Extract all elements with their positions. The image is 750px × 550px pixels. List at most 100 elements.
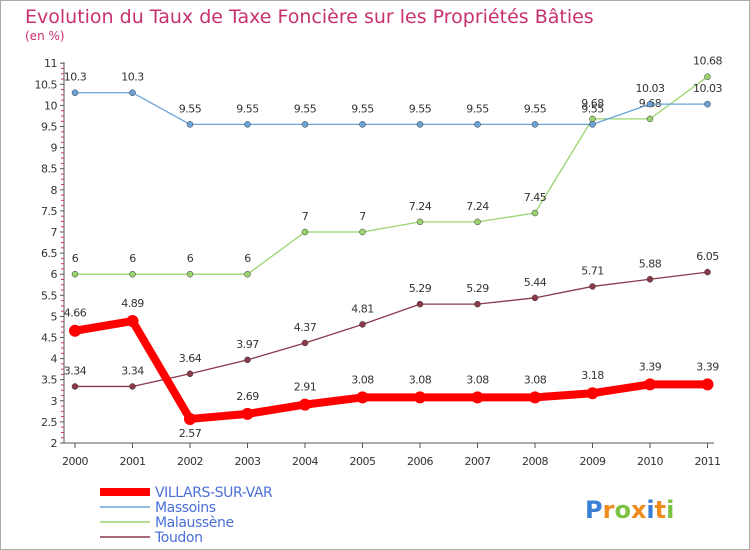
data-label: 7.45 <box>524 191 547 204</box>
legend-label: Malaussène <box>155 515 234 531</box>
data-label: 3.34 <box>121 364 144 377</box>
y-axis-ticks: 2 2.5 3 3.5 4 4.5 5 5.5 6 6.5 7 7.5 8 8.5 9 9.5 10 10.5 11 <box>35 57 64 450</box>
data-label: 3.08 <box>409 373 432 386</box>
series-line <box>74 92 709 126</box>
legend-label: VILLARS-SUR-VAR <box>155 485 273 501</box>
data-label: 9.55 <box>409 102 432 115</box>
data-label: 5.88 <box>639 257 662 270</box>
data-point <box>299 398 311 411</box>
data-point <box>359 228 366 236</box>
x-axis-ticks: 2000 2001 2002 2003 2004 2005 2006 2007 2008 2009… <box>62 443 721 468</box>
y-tick-label: 6.5 <box>41 247 57 260</box>
data-point <box>474 218 481 226</box>
data-label: 5.29 <box>466 282 489 295</box>
legend-label: Toudon <box>154 530 203 546</box>
y-tick-label: 9.5 <box>41 121 57 134</box>
y-tick-label: 6 <box>51 268 58 281</box>
data-label: 9.55 <box>466 102 489 115</box>
data-point <box>359 321 366 328</box>
y-tick-label: 5.5 <box>41 289 57 302</box>
data-label: 7 <box>359 210 366 223</box>
y-tick-label: 8 <box>51 184 58 197</box>
data-point <box>69 324 81 337</box>
data-point <box>359 121 366 128</box>
legend-item: VILLARS-SUR-VAR <box>100 485 273 501</box>
data-label: 10.3 <box>121 71 144 84</box>
data-point <box>186 270 194 278</box>
data-point <box>704 100 711 108</box>
data-point <box>529 391 541 404</box>
x-tick-label: 2010 <box>637 455 663 468</box>
data-point <box>241 407 254 420</box>
data-label: 7 <box>302 210 309 223</box>
data-point <box>71 270 79 278</box>
data-label: 2.69 <box>236 390 259 403</box>
legend-item: Massoins <box>100 500 216 516</box>
x-tick-label: 2000 <box>62 455 88 468</box>
y-tick-label: 3 <box>51 395 58 408</box>
logo-letter: i <box>646 496 654 524</box>
data-point <box>186 121 194 128</box>
data-point <box>129 383 136 390</box>
y-tick-label: 10.5 <box>35 78 58 91</box>
data-point <box>531 209 539 217</box>
data-point <box>301 228 309 236</box>
data-point <box>129 89 136 96</box>
x-tick-label: 2008 <box>522 455 548 468</box>
x-tick-label: 2003 <box>235 455 261 468</box>
logo-letter: r <box>603 496 615 524</box>
data-label: 3.18 <box>581 369 604 382</box>
data-label: 5.44 <box>524 276 547 289</box>
data-point <box>301 339 309 347</box>
data-point <box>646 276 654 283</box>
data-point <box>471 391 484 404</box>
series-layer: 3.34 3.34 3.64 3.97 4.37 4.81 5.29 5.29 5.44 5.71… <box>64 55 723 440</box>
data-label: 9.55 <box>236 102 259 115</box>
data-point <box>589 121 596 128</box>
data-label: 3.97 <box>236 338 259 351</box>
data-point <box>71 89 79 96</box>
data-label: 3.64 <box>179 352 202 365</box>
data-point <box>244 121 251 128</box>
x-tick-label: 2011 <box>695 455 721 468</box>
data-point <box>474 300 481 308</box>
chart-subtitle: (en %) <box>25 29 65 43</box>
legend-label: Massoins <box>155 500 216 516</box>
chart-title: Evolution du Taux de Taxe Foncière sur l… <box>25 6 594 28</box>
x-tick-label: 2006 <box>407 455 433 468</box>
data-label: 2.57 <box>179 427 202 440</box>
data-point <box>126 315 139 328</box>
data-point <box>129 270 136 278</box>
data-point <box>414 391 426 404</box>
data-label: 4.66 <box>64 307 87 320</box>
logo-letter: t <box>655 496 666 524</box>
data-label: 6 <box>244 252 251 265</box>
y-tick-label: 3.5 <box>41 374 57 387</box>
y-tick-label: 7 <box>51 226 58 239</box>
y-tick-label: 4.5 <box>41 332 57 345</box>
data-point <box>586 387 599 400</box>
data-point <box>704 268 711 276</box>
x-tick-label: 2005 <box>350 455 376 468</box>
data-label: 10.68 <box>693 55 722 68</box>
data-label: 9.55 <box>179 102 202 115</box>
series-villars-sur-var: 4.66 4.89 2.57 2.69 2.91 3.08 3.08 3.08 3.08 3.18… <box>64 297 720 440</box>
data-label: 10.03 <box>693 82 722 95</box>
data-point <box>244 270 251 278</box>
y-tick-label: 10 <box>44 99 57 112</box>
series-line <box>74 271 709 388</box>
y-tick-label: 7.5 <box>41 205 57 218</box>
data-label: 10.3 <box>64 71 87 84</box>
logo-letter: o <box>614 496 631 524</box>
data-label: 4.37 <box>294 321 317 334</box>
data-point <box>244 356 251 364</box>
x-tick-label: 2002 <box>177 455 203 468</box>
data-label: 10.03 <box>636 82 665 95</box>
data-label: 9.55 <box>581 102 604 115</box>
data-point <box>531 294 539 302</box>
data-point <box>589 283 596 290</box>
data-label: 4.81 <box>351 302 374 315</box>
series-line <box>74 76 709 275</box>
